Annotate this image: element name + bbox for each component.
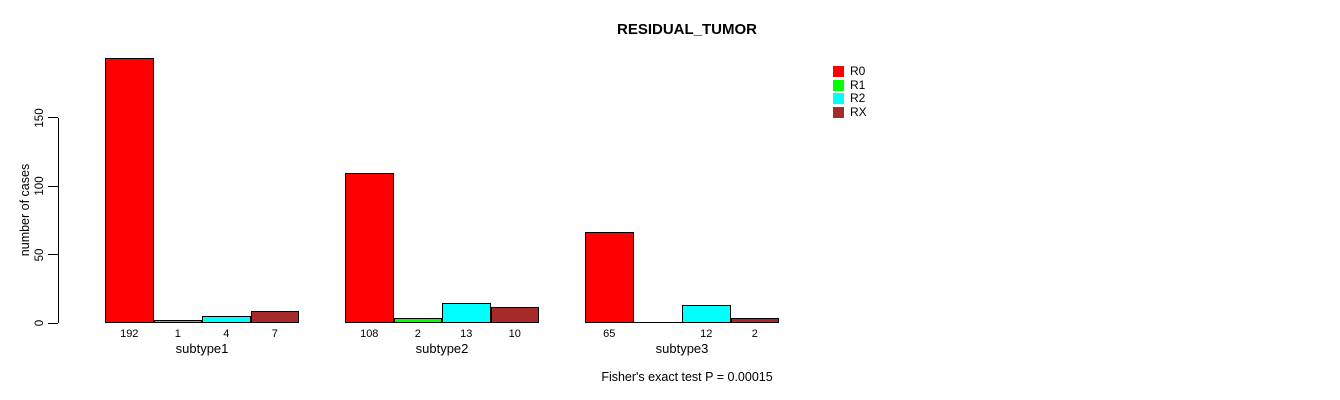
bar-R0-subtype1 (105, 58, 154, 323)
bar-value-label-R2-subtype1: 4 (223, 328, 230, 340)
y-tick (48, 185, 58, 187)
bar-value-label-R2-subtype2: 13 (460, 328, 473, 340)
legend-row-R2: R2 (833, 91, 866, 106)
group-label-subtype3: subtype3 (655, 341, 709, 356)
legend-row-R0: R0 (833, 64, 866, 78)
bar-value-label-R0-subtype1: 192 (120, 328, 139, 340)
legend-swatch-R1 (833, 79, 844, 91)
group-label-subtype1: subtype1 (175, 341, 229, 356)
legend-label-R0: R0 (850, 64, 866, 78)
bar-R0-subtype2 (345, 173, 394, 323)
y-tick-label-150: 150 (34, 107, 46, 128)
legend-label-R2: R2 (850, 91, 866, 106)
bar-value-label-RX-subtype2: 10 (508, 328, 521, 340)
bar-R1-subtype1 (153, 320, 202, 323)
bar-value-label-R1-subtype2: 2 (414, 328, 421, 340)
bar-value-label-R0-subtype3: 65 (603, 328, 616, 340)
legend-swatch-R2 (833, 93, 844, 105)
bar-value-label-RX-subtype1: 7 (271, 328, 278, 340)
bar-R2-subtype1 (202, 316, 251, 323)
y-axis-line (58, 117, 59, 323)
bar-value-label-RX-subtype3: 2 (751, 328, 758, 340)
bar-RX-subtype1 (250, 311, 299, 323)
bar-R2-subtype3 (682, 305, 731, 323)
chart-title: RESIDUAL_TUMOR (616, 21, 758, 38)
bar-R1-subtype3 (633, 321, 682, 323)
legend-row-RX: RX (833, 105, 867, 120)
y-tick-label-50: 50 (34, 248, 46, 261)
bar-R2-subtype2 (442, 303, 491, 323)
y-tick-label-100: 100 (34, 176, 46, 196)
y-axis-label: number of cases (18, 163, 32, 257)
y-tick (48, 117, 58, 118)
y-tick-label-0: 0 (34, 319, 46, 327)
legend-swatch-R0 (833, 66, 844, 77)
bar-value-label-R1-subtype1: 1 (174, 328, 181, 340)
group-label-subtype2: subtype2 (415, 341, 469, 356)
legend-swatch-RX (833, 107, 844, 119)
bar-R0-subtype3 (585, 232, 634, 323)
legend-label-RX: RX (850, 105, 867, 120)
bar-R1-subtype2 (393, 318, 442, 323)
footnote-fisher-test: Fisher's exact test P = 0.00015 (601, 370, 773, 384)
bar-value-label-R0-subtype2: 108 (360, 328, 379, 340)
y-tick (48, 322, 58, 324)
legend-row-R1: R1 (833, 77, 866, 92)
bar-RX-subtype3 (730, 318, 779, 323)
y-tick (48, 254, 58, 255)
legend-label-R1: R1 (850, 77, 866, 92)
bar-value-label-R2-subtype3: 12 (700, 328, 713, 340)
bar-RX-subtype2 (490, 307, 539, 323)
